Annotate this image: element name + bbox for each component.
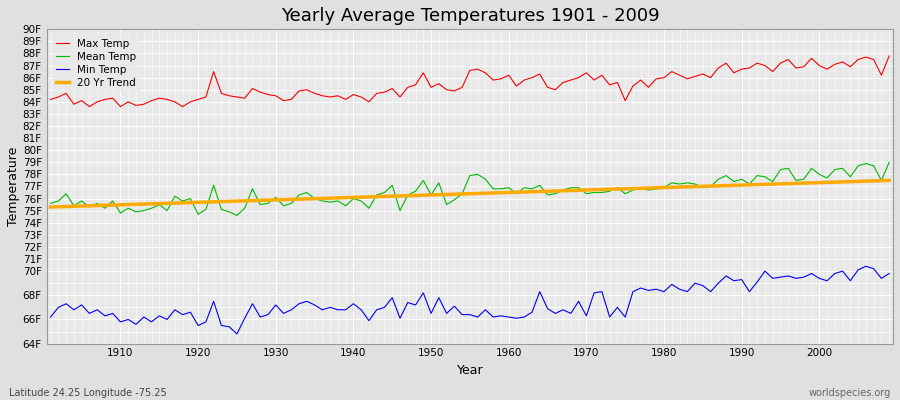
Mean Temp [107,198,118,203]
Max Temp [115,104,126,109]
Min Temp [107,311,118,316]
Max Temp [45,97,56,102]
Max Temp [503,73,514,78]
Mean Temp [511,191,522,196]
Title: Yearly Average Temperatures 1901 - 2009: Yearly Average Temperatures 1901 - 2009 [281,7,659,25]
Min Temp [332,307,343,312]
Min Temp [231,332,242,336]
Legend: Max Temp, Mean Temp, Min Temp, 20 Yr Trend: Max Temp, Mean Temp, Min Temp, 20 Yr Tre… [52,34,140,92]
20 Yr Trend [45,205,56,210]
Max Temp [511,84,522,88]
Line: Min Temp: Min Temp [50,266,889,334]
Mean Temp [604,189,615,194]
Mean Temp [45,201,56,206]
20 Yr Trend [496,190,507,195]
Max Temp [884,54,895,58]
Min Temp [604,315,615,320]
20 Yr Trend [325,196,336,200]
20 Yr Trend [278,197,289,202]
Max Temp [332,93,343,98]
Min Temp [884,271,895,276]
Mean Temp [231,213,242,218]
Text: Latitude 24.25 Longitude -75.25: Latitude 24.25 Longitude -75.25 [9,388,166,398]
Min Temp [45,315,56,320]
X-axis label: Year: Year [456,364,483,377]
Max Temp [286,97,297,102]
20 Yr Trend [597,187,608,192]
Min Temp [286,307,297,312]
Max Temp [604,82,615,87]
Mean Temp [884,160,895,165]
Min Temp [511,316,522,321]
Max Temp [84,104,94,109]
Line: Max Temp: Max Temp [50,56,889,107]
Y-axis label: Temperature: Temperature [7,147,20,226]
Text: worldspecies.org: worldspecies.org [809,388,891,398]
Line: Mean Temp: Mean Temp [50,162,889,216]
Min Temp [860,264,871,269]
20 Yr Trend [503,190,514,195]
Mean Temp [332,198,343,203]
Mean Temp [503,185,514,190]
Line: 20 Yr Trend: 20 Yr Trend [50,180,889,207]
20 Yr Trend [884,178,895,183]
20 Yr Trend [107,203,118,208]
Mean Temp [286,201,297,206]
Min Temp [503,315,514,320]
